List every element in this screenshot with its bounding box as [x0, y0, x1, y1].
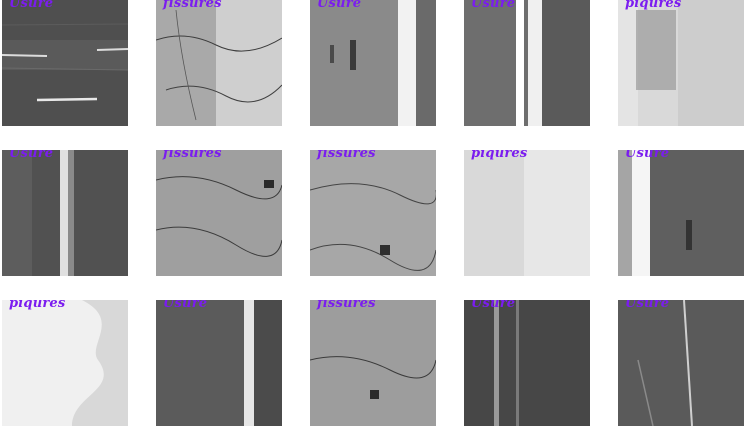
texture-image	[310, 300, 436, 426]
defect-label: Usure	[471, 0, 516, 11]
sample-tile: Usure	[2, 0, 128, 126]
sample-tile: Usure	[310, 0, 436, 126]
defect-label: Usure	[9, 150, 54, 161]
texture-image	[2, 300, 128, 426]
texture-image	[618, 0, 744, 126]
texture-image	[2, 0, 128, 126]
sample-tile: fissures	[156, 0, 282, 126]
texture-image	[618, 300, 744, 426]
texture-image	[464, 0, 590, 126]
defect-label: Usure	[9, 0, 54, 11]
defect-label: Usure	[625, 150, 670, 161]
defect-label: piqures	[625, 0, 682, 11]
sample-tile: piqures	[464, 150, 590, 276]
sample-tile: Usure	[618, 150, 744, 276]
defect-label: fissures	[163, 0, 222, 11]
texture-image	[310, 0, 436, 126]
texture-image	[156, 300, 282, 426]
defect-label: Usure	[317, 0, 362, 11]
defect-label: fissures	[317, 300, 376, 311]
texture-image	[618, 150, 744, 276]
sample-tile: fissures	[156, 150, 282, 276]
sample-tile: Usure	[464, 0, 590, 126]
texture-image	[156, 0, 282, 126]
defect-label: piqures	[471, 150, 528, 161]
defect-label: fissures	[317, 150, 376, 161]
sample-tile: Usure	[156, 300, 282, 426]
sample-tile: Usure	[464, 300, 590, 426]
sample-tile: piqures	[618, 0, 744, 126]
defect-label: piqures	[9, 300, 66, 311]
defect-label: Usure	[163, 300, 208, 311]
sample-tile: fissures	[310, 300, 436, 426]
defect-label: Usure	[625, 300, 670, 311]
defect-label: Usure	[471, 300, 516, 311]
sample-tile: fissures	[310, 150, 436, 276]
texture-image	[464, 150, 590, 276]
sample-tile: Usure	[618, 300, 744, 426]
texture-image	[310, 150, 436, 276]
texture-image	[156, 150, 282, 276]
sample-tile: Usure	[2, 150, 128, 276]
texture-image	[464, 300, 590, 426]
sample-tile: piqures	[2, 300, 128, 426]
defect-label: fissures	[163, 150, 222, 161]
texture-image	[2, 150, 128, 276]
